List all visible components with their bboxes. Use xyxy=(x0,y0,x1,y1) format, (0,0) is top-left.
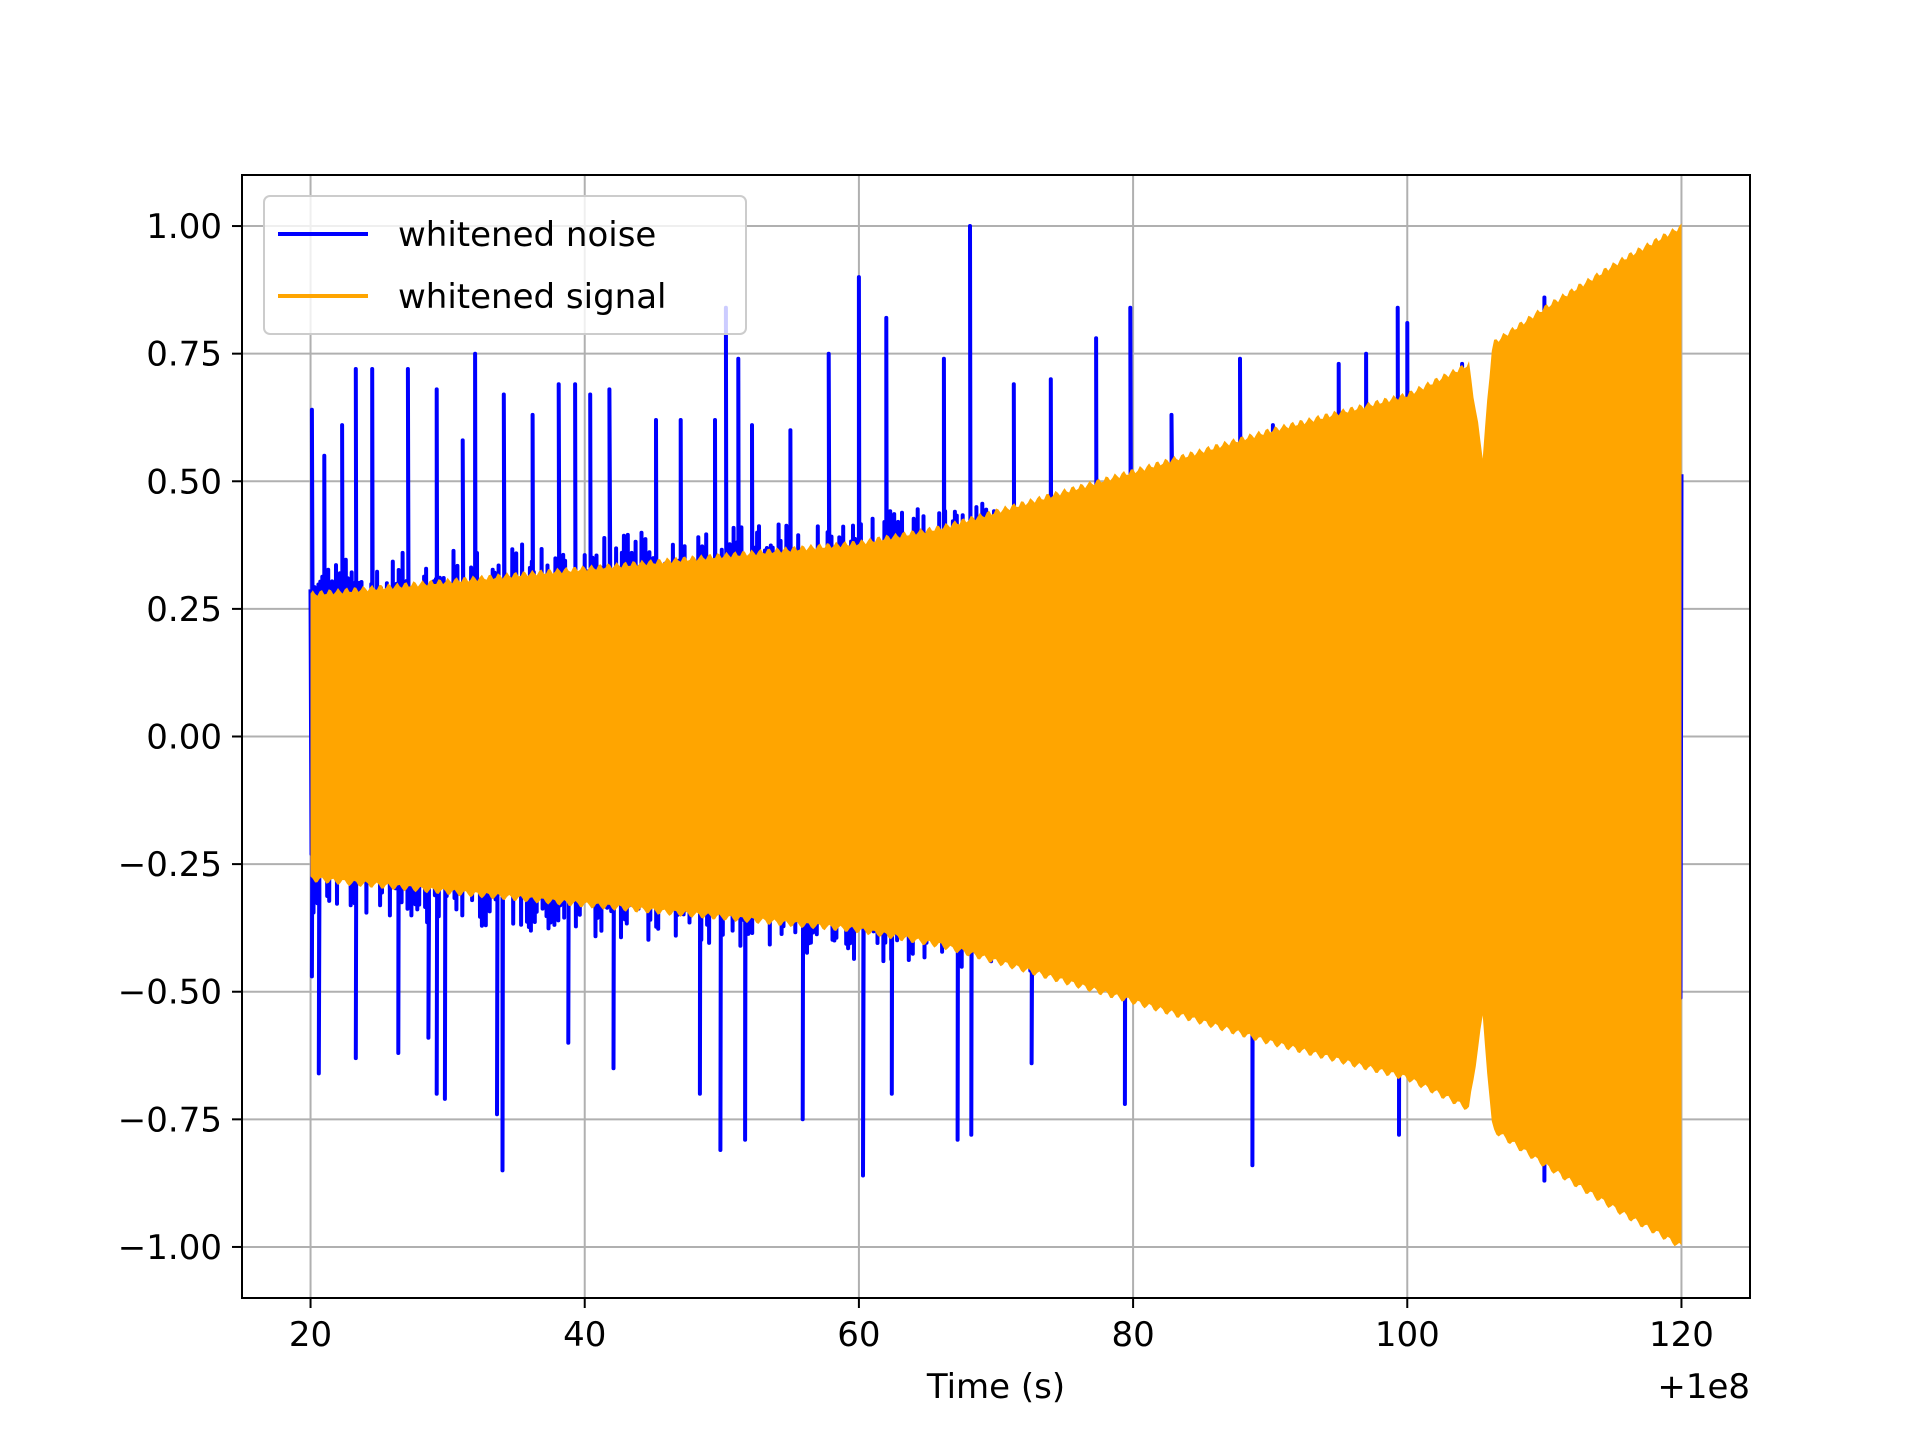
x-tick-label: 20 xyxy=(289,1315,332,1355)
plot-series xyxy=(308,223,1684,1247)
x-tick-label: 40 xyxy=(563,1315,606,1355)
y-tick-label: −0.25 xyxy=(118,845,222,885)
series-whitened-signal-fill xyxy=(310,223,1682,1247)
legend: whitened noise whitened signal xyxy=(263,195,747,335)
x-axis-label: Time (s) xyxy=(926,1367,1065,1407)
axis-ticks: 20 40 60 80 100 120 1.00 0.75 0.50 0.25 0.00 −0.25 −… xyxy=(118,207,1714,1355)
y-tick-label: −0.75 xyxy=(118,1100,222,1140)
y-tick-label: 0.50 xyxy=(146,462,222,502)
y-tick-label: −0.50 xyxy=(118,973,222,1013)
legend-label-whitened-noise: whitened noise xyxy=(398,215,656,255)
y-tick-label: 0.75 xyxy=(146,335,222,375)
y-tick-label: 0.25 xyxy=(146,590,222,630)
x-axis-offset-label: +1e8 xyxy=(1657,1367,1750,1407)
x-tick-label: 100 xyxy=(1375,1315,1440,1355)
x-tick-label: 80 xyxy=(1111,1315,1154,1355)
x-tick-label: 60 xyxy=(837,1315,880,1355)
y-tick-label: 1.00 xyxy=(146,207,222,247)
x-tick-label: 120 xyxy=(1649,1315,1714,1355)
y-tick-label: 0.00 xyxy=(146,718,222,758)
y-tick-label: −1.00 xyxy=(118,1228,222,1268)
legend-box xyxy=(263,195,747,335)
legend-label-whitened-signal: whitened signal xyxy=(398,277,666,317)
